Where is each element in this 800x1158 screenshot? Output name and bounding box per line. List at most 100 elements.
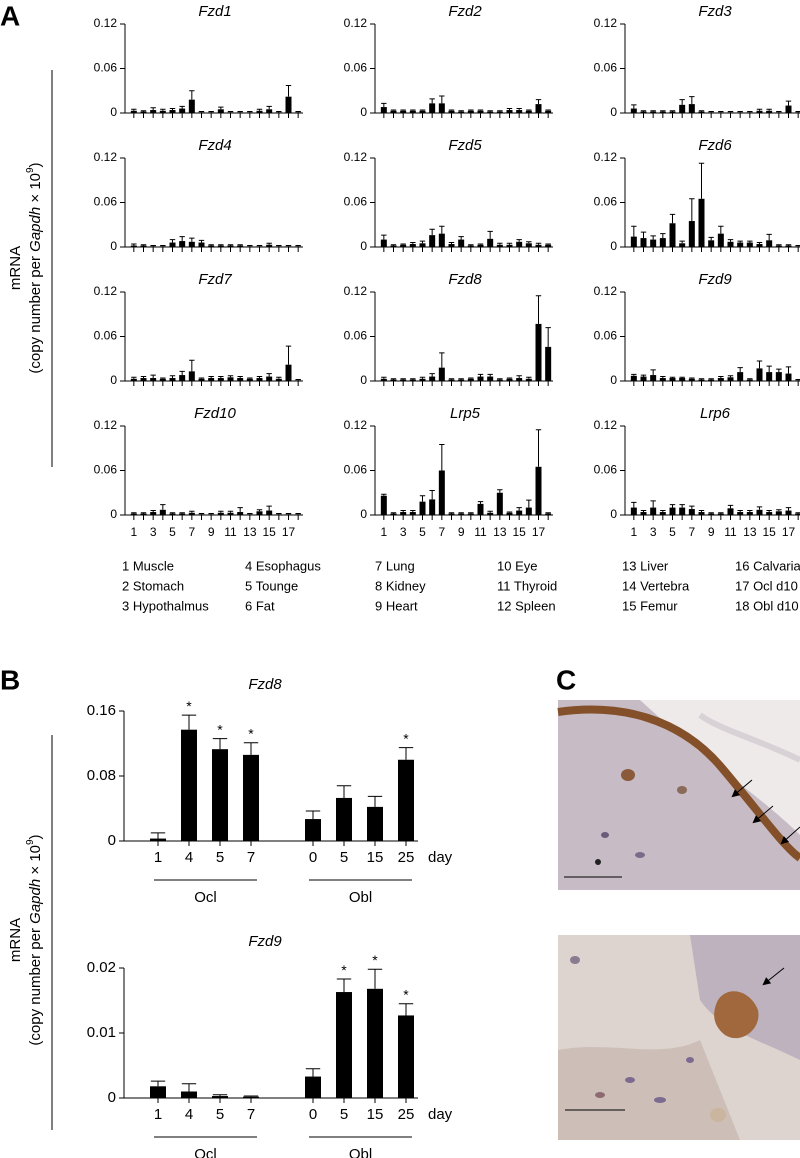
y-tick-label: 0.06: [94, 61, 118, 75]
bar: [188, 99, 195, 113]
error-bar: [497, 489, 503, 493]
error-bar: [419, 376, 426, 379]
error-bar: [516, 375, 522, 379]
legend-entry: 4 Esophagus: [245, 558, 321, 573]
error-bar: [218, 106, 224, 110]
y-label-part: 9: [25, 839, 36, 845]
bar: [775, 112, 782, 113]
bar: [525, 110, 532, 113]
bar: [256, 511, 263, 515]
bar: [650, 507, 657, 515]
bar: [727, 241, 734, 247]
error-bar: [727, 375, 734, 378]
bar: [487, 238, 494, 247]
chart-title: Fzd9: [248, 933, 282, 950]
x-tick-label: 17: [532, 525, 546, 539]
error-bar: [227, 244, 234, 246]
bar: [506, 378, 513, 381]
error-bar: [160, 245, 166, 247]
y-tick-label: 0: [360, 373, 367, 387]
error-bar: [285, 345, 292, 365]
y-label-part: × 10: [27, 845, 44, 879]
bar: [188, 512, 195, 515]
bar: [217, 245, 224, 247]
error-bar: [669, 504, 676, 508]
bar: [198, 378, 205, 381]
error-bar: [439, 225, 445, 234]
legend-entry: 7 Lung: [375, 558, 415, 573]
error-bar: [247, 513, 253, 515]
bar: [217, 512, 224, 515]
error-bar: [160, 504, 166, 510]
error-bar: [737, 111, 743, 113]
bar: [717, 378, 724, 381]
error-bar: [795, 245, 800, 247]
bar: [659, 238, 666, 247]
significance-mark: *: [403, 986, 409, 1002]
bar: [390, 513, 397, 515]
error-bar: [718, 512, 724, 514]
error-bar: [285, 245, 292, 247]
x-tick-label: 5: [216, 1106, 224, 1123]
bar: [708, 240, 715, 247]
y-label: mRNA (copy number per Gapdh × 109): [7, 834, 44, 1045]
error-bar: [747, 378, 753, 380]
bar: [727, 377, 734, 381]
chart-title: Fzd1: [198, 3, 231, 20]
error-bar: [150, 374, 156, 379]
chart-title: Fzd6: [698, 137, 732, 154]
error-bar: [698, 378, 705, 380]
bar: [698, 111, 705, 113]
bar: [237, 245, 244, 247]
error-bar: [776, 368, 782, 373]
y-tick-label: 0.12: [594, 150, 618, 164]
error-bar: [336, 978, 352, 993]
legend-entry: 16 Calvaria: [735, 558, 800, 573]
bar: [516, 241, 523, 247]
error-bar: [516, 507, 522, 511]
y-tick-label: 0.06: [344, 329, 368, 343]
legend-entry: 11 Thyroid: [497, 578, 557, 593]
error-bar: [256, 376, 263, 379]
error-bar: [650, 235, 656, 240]
error-bar: [276, 245, 282, 247]
panel-label: B: [0, 664, 20, 695]
error-bar: [212, 1094, 228, 1097]
bar: [448, 244, 455, 247]
error-bar: [545, 327, 551, 347]
bar: [496, 111, 503, 113]
bar: [380, 378, 387, 381]
bar: [496, 379, 503, 381]
bar: [429, 103, 436, 113]
bar: [188, 241, 195, 247]
x-tick-label: 17: [282, 525, 296, 539]
error-bar: [737, 510, 743, 513]
bar: [150, 512, 157, 515]
bar: [795, 246, 800, 247]
bar: [181, 729, 197, 841]
error-bar: [131, 376, 137, 379]
bar: [659, 378, 666, 381]
bar: [429, 499, 436, 515]
error-bar: [497, 110, 503, 112]
error-bar: [227, 111, 234, 113]
error-bar: [468, 109, 474, 111]
error-bar: [131, 512, 137, 514]
error-bar: [526, 499, 532, 508]
error-bar: [679, 504, 685, 508]
bar: [535, 323, 542, 381]
error-bar: [266, 105, 272, 110]
bar: [640, 376, 647, 381]
error-bar: [243, 1095, 259, 1097]
y-label-part: 9: [25, 167, 36, 173]
error-bar: [487, 110, 493, 112]
error-bar: [795, 379, 800, 381]
bar: [727, 112, 734, 113]
x-tick-label: 4: [185, 1106, 193, 1123]
significance-mark: *: [248, 725, 254, 741]
y-tick-label: 0: [110, 373, 117, 387]
error-bar: [381, 234, 387, 240]
bar: [516, 110, 523, 113]
x-tick-label: 15: [367, 849, 384, 866]
error-bar: [189, 359, 195, 372]
